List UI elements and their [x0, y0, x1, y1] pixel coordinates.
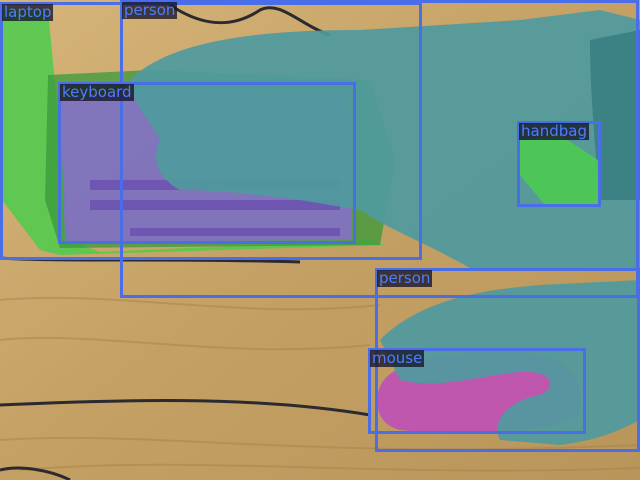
- detection-label: laptop: [2, 3, 54, 21]
- person-mask-mouse: [380, 280, 640, 445]
- detection-keyboard: keyboard: [58, 82, 356, 244]
- detection-label: mouse: [370, 349, 425, 367]
- detection-label: keyboard: [60, 83, 134, 101]
- detection-laptop: laptop: [0, 2, 422, 260]
- detection-label: handbag: [519, 122, 589, 140]
- laptop-mask: [2, 10, 385, 255]
- detection-person-mouse: person: [375, 268, 640, 452]
- detection-label: person: [377, 269, 433, 287]
- detection-handbag: handbag: [517, 121, 601, 207]
- detection-label: person: [122, 1, 178, 19]
- handbag-mask: [520, 135, 598, 205]
- person-mask-typing: [130, 10, 640, 268]
- sleeve-pattern: [590, 30, 640, 200]
- detection-person-typing: person: [120, 0, 639, 298]
- detection-mouse: mouse: [368, 348, 586, 434]
- wood-grain: [0, 296, 640, 472]
